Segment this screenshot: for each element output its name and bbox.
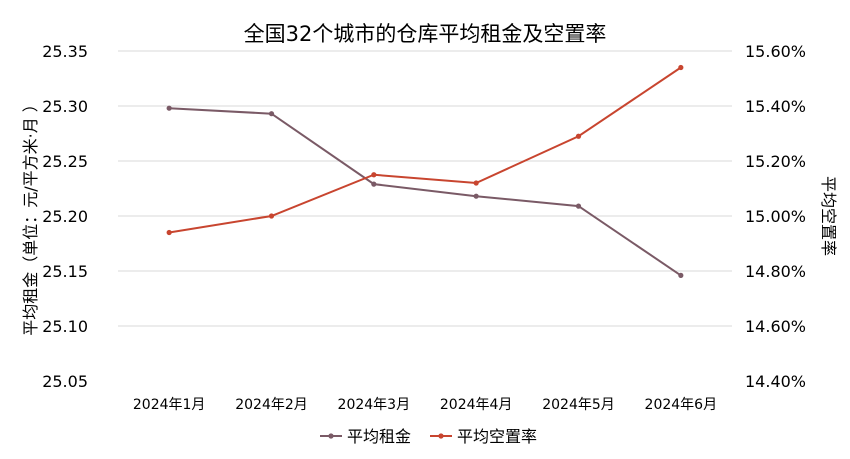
series-line-1: [169, 107, 682, 277]
x-tick-label: 2024年2月: [235, 397, 308, 413]
right-tick-label: 15.00%: [745, 207, 806, 226]
data-point: [678, 272, 684, 278]
data-point: [371, 181, 377, 187]
left-tick-label: 25.10: [42, 317, 88, 336]
x-tick-label: 2024年6月: [645, 397, 718, 413]
legend: 平均租金 平均空置率: [320, 427, 537, 446]
x-tick-label: 2024年3月: [338, 397, 411, 413]
right-tick-label: 14.60%: [745, 317, 806, 336]
data-point: [371, 172, 377, 178]
left-tick-label: 25.15: [42, 262, 88, 281]
left-axis-ticks: 25.35 25.30 25.25 25.20 25.15 25.10 25.05: [42, 42, 88, 391]
data-point: [473, 180, 479, 186]
right-tick-label: 15.60%: [745, 42, 806, 61]
right-tick-label: 14.80%: [745, 262, 806, 281]
right-tick-label: 15.20%: [745, 152, 806, 171]
grid-lines: [118, 50, 732, 327]
left-tick-label: 25.25: [42, 152, 88, 171]
x-tick-label: 2024年5月: [542, 397, 615, 413]
data-point: [575, 203, 582, 209]
data-point: [575, 133, 582, 139]
data-point: [473, 193, 479, 199]
data-point: [678, 64, 684, 71]
series-line-2: [169, 66, 682, 234]
right-tick-label: 14.40%: [745, 372, 806, 391]
y-axis-label-left: 平均租金（单位：元/平方米·月 ）: [21, 96, 40, 336]
x-tick-label: 2024年1月: [133, 397, 206, 413]
data-point: [166, 105, 172, 111]
left-tick-label: 25.30: [42, 97, 88, 116]
legend-marker: [328, 433, 334, 439]
series-layer: [166, 64, 684, 278]
data-point: [268, 111, 275, 117]
left-tick-label: 25.35: [42, 42, 88, 61]
left-tick-label: 25.20: [42, 207, 88, 226]
chart-title: 全国32个城市的仓库平均租金及空置率: [244, 22, 607, 46]
legend-label: 平均空置率: [457, 427, 537, 446]
right-axis-ticks: 15.60% 15.40% 15.20% 15.00% 14.80% 14.60% 14.4…: [745, 42, 806, 391]
x-tick-label: 2024年4月: [440, 397, 513, 413]
data-point: [166, 229, 172, 236]
data-point: [268, 213, 275, 219]
x-axis-ticks: 2024年1月 2024年2月 2024年3月 2024年4月 2024年5月 2024年…: [133, 397, 717, 413]
y-axis-label-right: 平均空置率: [819, 176, 838, 256]
right-tick-label: 15.40%: [745, 97, 806, 116]
legend-marker: [438, 433, 444, 439]
left-tick-label: 25.05: [42, 372, 88, 391]
legend-label: 平均租金: [347, 427, 411, 446]
